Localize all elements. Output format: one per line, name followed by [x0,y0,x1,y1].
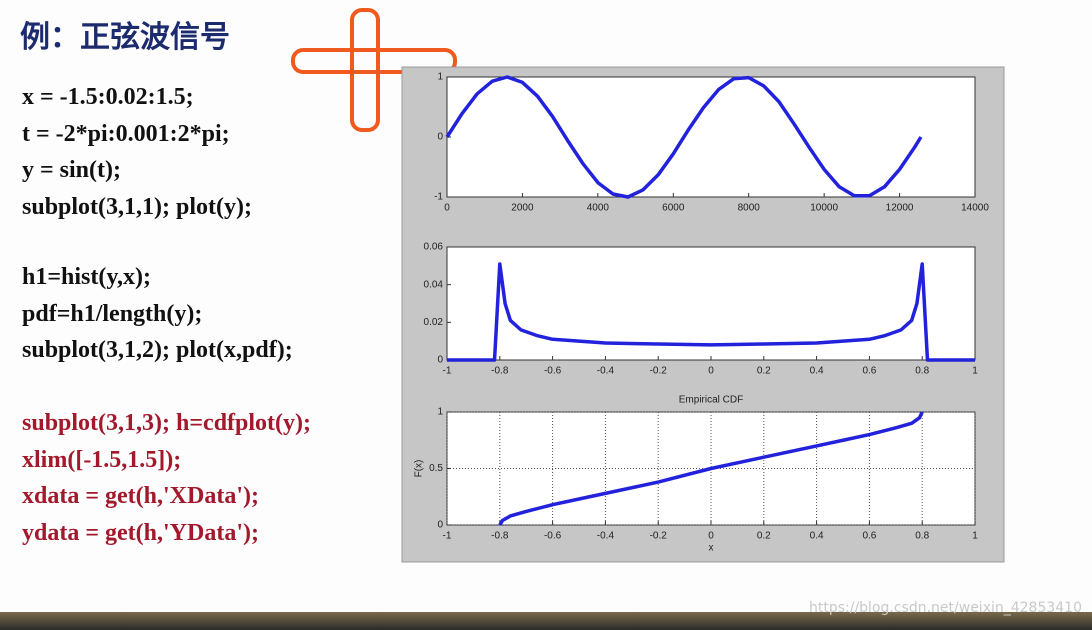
x-tick-label: -0.4 [597,531,615,542]
x-tick-label: 1 [972,531,978,542]
x-tick-label: 0.2 [757,531,771,542]
code-line: subplot(3,1,1); plot(y); [22,193,253,220]
cross-horizontal [291,48,457,74]
x-tick-label: 14000 [961,203,989,214]
data-line [447,262,975,362]
x-tick-label: -0.2 [650,531,668,542]
x-tick-label: -0.6 [544,531,562,542]
slide-title: 例：正弦波信号 [20,20,230,55]
x-tick-label: 0 [708,531,714,542]
cross-vertical [350,8,380,132]
y-tick-label: 0 [437,355,443,366]
x-tick-label: 0.4 [810,531,824,542]
x-tick-label: 8000 [738,203,761,214]
code-line: xlim([-1.5,1.5]); [22,446,182,473]
x-tick-label: -1 [443,366,452,377]
code-line: subplot(3,1,3); h=cdfplot(y); [22,410,312,436]
data-line [498,411,924,526]
x-tick-label: 0.6 [862,531,876,542]
code-line: pdf=h1/length(y); [22,300,203,327]
x-tick-label: 0.6 [862,366,876,377]
y-tick-label: 0 [437,520,443,531]
watermark: https://blog.csdn.net/weixin_42853410 [808,600,1082,616]
x-tick-label: 6000 [662,203,685,214]
code-line: x = -1.5:0.02:1.5; [22,84,194,110]
x-tick-label: 0.4 [810,366,824,377]
code-line: xdata = get(h,'XData'); [22,483,259,509]
x-tick-label: 0 [444,203,450,214]
y-tick-label: 0 [437,132,443,143]
x-tick-label: 10000 [810,203,838,214]
axes [446,246,976,361]
x-tick-label: -0.4 [597,366,615,377]
x-tick-label: -0.2 [650,366,668,377]
x-tick-label: -0.6 [544,366,562,377]
x-tick-label: -0.8 [491,366,509,377]
code-line: subplot(3,1,2); plot(x,pdf); [22,337,293,363]
y-tick-label: 1 [437,72,443,83]
x-tick-label: -0.8 [491,531,509,542]
axes [446,76,976,198]
code-line: y = sin(t); [22,157,121,183]
y-tick-label: -1 [434,192,443,203]
chart-title: Empirical CDF [679,395,743,406]
data-line [445,75,923,199]
x-tick-label: 1 [972,366,978,377]
y-tick-label: 1 [437,407,443,418]
y-tick-label: 0.04 [424,279,444,290]
x-tick-label: 0.8 [915,366,929,377]
x-tick-label: 0 [708,366,714,377]
y-tick-label: 0.02 [424,317,444,328]
y-tick-label: 0.5 [429,463,443,474]
code-line: ydata = get(h,'YData'); [22,519,259,546]
x-tick-label: 2000 [511,203,534,214]
code-line: h1=hist(y,x); [22,264,152,290]
x-axis-label: x [709,543,714,554]
x-tick-label: 12000 [886,203,914,214]
footer-band [0,612,1092,630]
y-tick-label: 0.06 [424,242,444,253]
x-tick-label: -1 [443,531,452,542]
x-tick-label: 0.2 [757,366,771,377]
x-tick-label: 4000 [587,203,610,214]
x-tick-label: 0.8 [915,531,929,542]
code-line: t = -2*pi:0.001:2*pi; [22,120,230,147]
annotation-cross [291,8,457,132]
y-axis-label: F(x) [414,460,425,478]
